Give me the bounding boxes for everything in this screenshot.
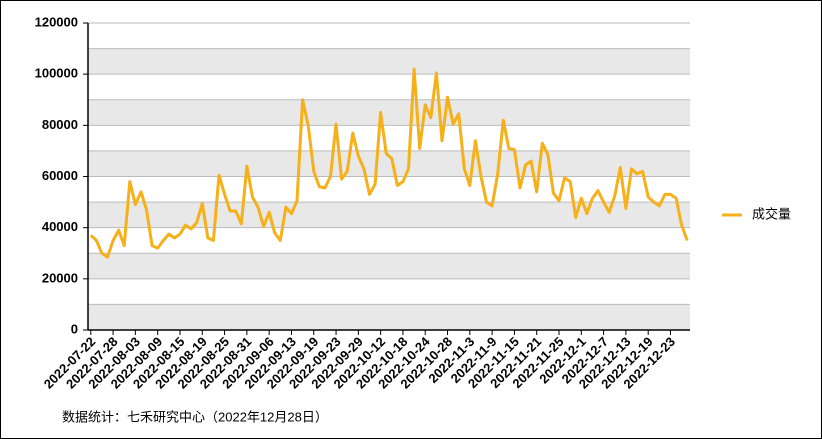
y-tick-label: 0 [71,321,78,336]
grid-band [88,99,690,126]
source-note: 数据统计：七禾研究中心（2022年12月28日） [62,409,328,424]
y-tick-label: 60000 [42,168,78,183]
grid-band [88,304,690,330]
y-tick-label: 20000 [42,270,78,285]
y-tick-label: 100000 [35,66,78,81]
grid-band [88,48,690,75]
legend-label: 成交量 [752,206,791,221]
grid-band [88,202,690,228]
y-tick-label: 80000 [42,117,78,132]
data-line [89,67,689,259]
y-tick-label: 40000 [42,219,78,234]
y-tick-label: 120000 [35,14,78,29]
grid-band [88,253,690,279]
